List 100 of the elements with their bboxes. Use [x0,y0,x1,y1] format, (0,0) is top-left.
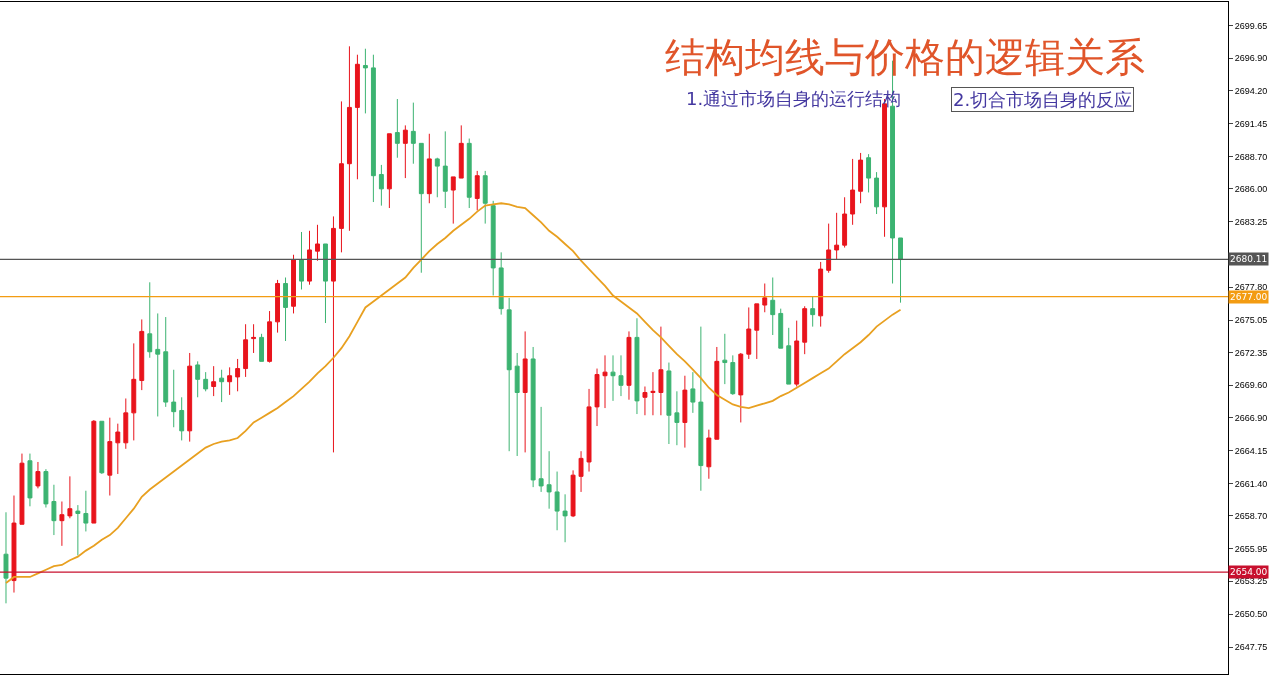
candlestick [546,450,552,510]
candlestick [394,98,400,159]
candlestick [378,164,384,207]
candlestick [11,495,17,594]
candlestick [203,371,209,392]
candlestick [27,453,33,507]
candlestick [490,200,496,296]
candlestick [586,388,592,473]
candlestick [498,251,504,316]
candlestick [59,501,65,547]
candlestick [858,152,864,204]
candlestick [642,386,648,416]
candlestick [370,54,376,203]
candlestick [346,45,352,232]
candlestick [211,365,217,397]
candlestick [307,230,312,286]
candlestick [474,170,480,211]
candlestick [818,261,824,328]
y-tick-label: 2691.45 [1234,118,1268,129]
candlestick [331,215,336,453]
candlestick [554,471,560,531]
candlestick [794,320,800,388]
candlestick [139,318,145,391]
candlestick [115,423,121,475]
candlestick [434,157,440,198]
candlestick [698,326,704,492]
y-tick-label: 2650.50 [1234,609,1268,620]
candlestick [362,48,368,114]
y-tick-label: 2672.35 [1234,347,1268,358]
candlestick [570,469,576,518]
text: 结构均线与价格的逻辑关系 [665,34,1145,80]
candlestick [410,102,416,165]
text: 2.切合市场自身的反应 [953,89,1133,110]
y-tick-label: 2699.65 [1234,20,1268,31]
candlestick [706,429,712,480]
candlestick [291,254,296,314]
y-tick-label: 2666.90 [1234,412,1268,423]
candlestick [91,419,97,524]
candlestick [738,352,744,423]
y-tick-label: 2677.80 [1234,282,1268,293]
y-tick-label: 2661.40 [1234,478,1268,489]
candlestick [51,484,57,536]
candlestick [386,133,392,209]
candlestick [506,297,512,452]
candlestick [35,461,41,489]
y-tick-label: 2655.95 [1234,543,1268,554]
candlestick [810,296,816,328]
candlestick [163,316,169,408]
candlestick [227,366,233,396]
candlestick [402,124,408,179]
y-tick-label: 2653.25 [1234,576,1268,587]
candlestick [3,511,9,604]
y-tick-label: 2669.60 [1234,380,1268,391]
candlestick [99,420,105,475]
y-tick-label: 2694.20 [1234,85,1268,96]
candlestick [466,138,472,209]
y-tick-label: 2683.25 [1234,216,1268,227]
candlestick [722,333,728,385]
candlestick [283,277,288,342]
y-tick-label: 2658.70 [1234,511,1268,522]
y-tick-label: 2696.90 [1234,53,1268,64]
candlestick [195,360,201,398]
candlestick [778,308,784,349]
candlestick [762,283,768,313]
candlestick [634,317,640,415]
candlestick [482,170,488,225]
candlestick [746,306,752,360]
candlestick [682,375,688,449]
y-tick-label: 2688.70 [1234,151,1268,162]
y-tick-label: 2647.75 [1234,642,1268,653]
line-series [5,202,902,584]
candlestick [594,368,600,427]
candlestick [267,310,273,364]
candlestick [458,124,464,179]
candlestick [147,281,153,359]
candlestick [219,369,225,403]
candlestick [826,223,832,274]
candlestick [714,346,720,440]
y-tick-label: 2686.00 [1234,184,1268,195]
candlestick [522,330,528,453]
candlestick [730,354,736,396]
candlestick [123,397,129,450]
candlestick [338,100,344,253]
candlestick [610,354,616,402]
candlestick [75,504,81,556]
candlestick [602,354,608,409]
candlestick [187,352,193,443]
candlestick [674,390,680,446]
candlestick [450,176,456,225]
candlestick [243,323,249,378]
y-tick-label: 2664.15 [1234,445,1268,456]
candlestick [578,450,584,493]
candlestick [43,468,49,508]
candlestick [323,243,328,324]
candlestick [19,453,25,525]
candlestick [251,323,257,354]
candlestick [802,305,808,355]
candlestick [658,326,664,416]
ref-line-label: 2677.00 [1230,292,1268,302]
candlestick [131,342,137,441]
